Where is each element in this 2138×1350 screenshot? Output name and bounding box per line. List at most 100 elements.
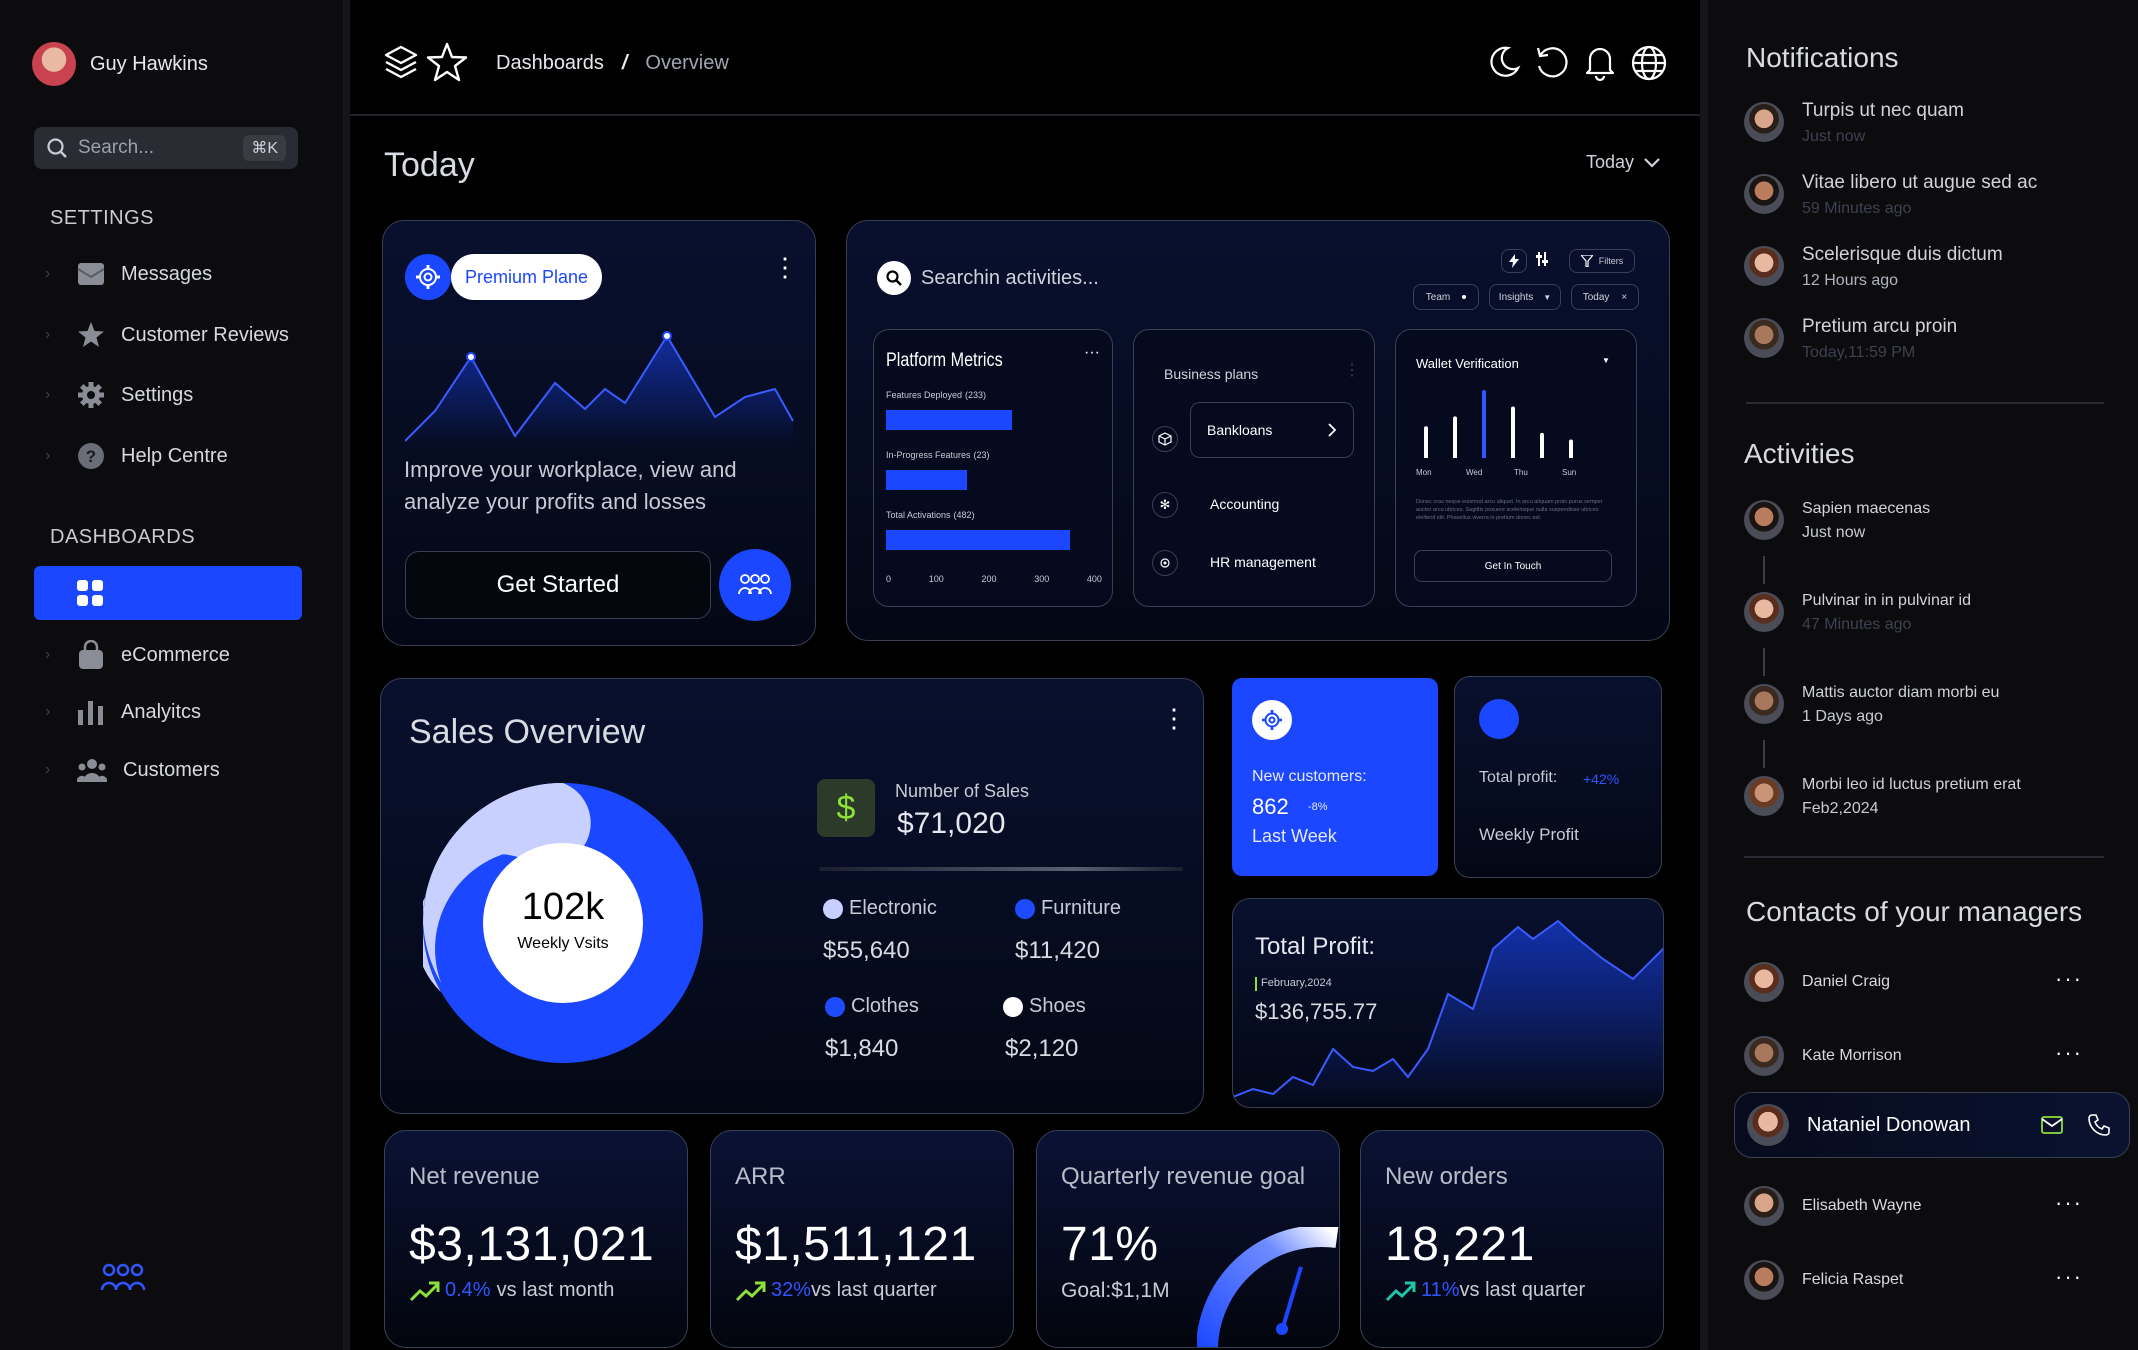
activity-item[interactable]: Sapien maecenas Just now (1744, 500, 1930, 542)
avatar (1744, 1260, 1784, 1300)
team-logo-icon[interactable] (100, 1262, 146, 1294)
team-filter[interactable]: Team (1413, 284, 1479, 310)
get-started-button[interactable]: Get Started (405, 551, 711, 619)
team-button[interactable] (719, 549, 791, 621)
breadcrumb-dashboards[interactable]: Dashboards (496, 52, 604, 74)
activity-item[interactable]: Morbi leo id luctus pretium erat Feb2,202… (1744, 776, 2021, 818)
phone-icon[interactable] (2087, 1113, 2111, 1137)
notification-item[interactable]: Scelerisque duis dictum 12 Hours ago (1744, 244, 2003, 290)
more-vertical-icon[interactable]: ⋮ (772, 252, 798, 282)
filters-button[interactable]: Filters (1569, 249, 1635, 273)
more-horizontal-icon[interactable]: ··· (2055, 966, 2083, 991)
trend-up-icon (409, 1281, 440, 1301)
close-icon[interactable]: × (1621, 291, 1628, 303)
more-horizontal-icon[interactable]: ··· (2055, 1040, 2083, 1065)
more-horizontal-icon[interactable]: ··· (1084, 344, 1100, 361)
contact-item[interactable]: Kate Morrison (1744, 1036, 1902, 1076)
total-profit-card: Total Profit: February,2024 $136,755.77 (1232, 898, 1664, 1108)
kpi-subtitle: 32% vs last quarter (735, 1279, 937, 1302)
contact-name: Felicia Raspet (1802, 1271, 1904, 1288)
kpi-suffix: vs last quarter (1459, 1279, 1586, 1301)
contact-name: Elisabeth Wayne (1802, 1197, 1922, 1214)
more-vertical-icon[interactable]: ⋮ (1161, 703, 1187, 733)
axis-tick: 100 (928, 574, 944, 584)
premium-badge[interactable]: Premium Plane (451, 254, 603, 300)
activities-search-input[interactable]: Searchin activities... (921, 267, 1099, 289)
activity-item[interactable]: Mattis auctor diam morbi eu 1 Days ago (1744, 684, 1999, 726)
sidebar-item-ecommerce[interactable]: › eCommerce (45, 640, 230, 670)
activities-search-button[interactable] (877, 261, 911, 295)
kpi-pct: 0.4% (445, 1279, 491, 1301)
globe-icon[interactable] (1630, 44, 1668, 82)
activity-time: 1 Days ago (1802, 708, 1883, 725)
chevron-down-icon (1644, 157, 1660, 168)
kpi-subtitle: 0.4% vs last month (409, 1279, 614, 1302)
moon-icon[interactable] (1486, 44, 1522, 80)
notification-item[interactable]: Pretium arcu proin Today,11:59 PM (1744, 316, 1957, 362)
user-profile[interactable]: Guy Hawkins (32, 42, 208, 86)
caret-down-icon[interactable]: ▼ (1602, 356, 1610, 365)
contact-item-active[interactable]: Nataniel Donowan (1734, 1092, 2130, 1158)
layers-icon[interactable] (384, 44, 418, 82)
gear-icon[interactable] (1252, 700, 1292, 740)
right-panel-divider (1700, 0, 1708, 1350)
notification-text: Scelerisque duis dictum 12 Hours ago (1802, 244, 2003, 290)
contact-name: Nataniel Donowan (1807, 1113, 1971, 1136)
legend-dot (1003, 996, 1023, 1017)
sidebar-item-messages[interactable]: › Messages (45, 261, 212, 287)
bolt-button[interactable] (1501, 249, 1527, 273)
notification-time: 59 Minutes ago (1802, 200, 1912, 217)
chevron-right-icon: › (45, 265, 51, 282)
contact-item[interactable]: Elisabeth Wayne (1744, 1186, 1921, 1226)
notification-time: Today,11:59 PM (1802, 344, 1916, 361)
new-customers-label: New customers: (1252, 768, 1367, 785)
bankloans-item[interactable]: Bankloans (1190, 402, 1354, 458)
kpi-title: ARR (735, 1163, 786, 1190)
bar-chart-icon (78, 701, 103, 725)
date-filter-value: Today (1586, 152, 1635, 172)
users-icon (77, 759, 107, 782)
search-input[interactable]: Search... (78, 137, 155, 158)
business-plans-title: Business plans (1164, 366, 1259, 382)
history-icon[interactable] (1534, 44, 1570, 80)
new-customers-change: -8% (1308, 801, 1328, 813)
search-box[interactable]: Search... ⌘K (34, 127, 298, 169)
notification-item[interactable]: Turpis ut nec quam Just now (1744, 100, 1964, 146)
insights-filter[interactable]: Insights ▼ (1489, 284, 1561, 310)
user-name: Guy Hawkins (90, 52, 208, 75)
quarterly-goal-card: Quarterly revenue goal 71% Goal:$1,1M (1036, 1130, 1340, 1348)
star-icon[interactable] (426, 42, 468, 82)
sales-overview-card: Sales Overview ⋮ 102k Weekly Vsits $ Num… (380, 678, 1204, 1114)
more-vertical-icon[interactable]: ⋮ (1344, 362, 1360, 379)
sidebar-item-help-centre[interactable]: › ? Help Centre (45, 442, 228, 470)
legend-label: Clothes (851, 995, 919, 1017)
notification-item[interactable]: Vitae libero ut augue sed ac 59 Minutes a… (1744, 172, 2037, 218)
axis-tick: 300 (1034, 574, 1050, 584)
today-filter[interactable]: Today × (1571, 284, 1639, 310)
contact-item[interactable]: Felicia Raspet (1744, 1260, 1903, 1300)
premium-gear-button[interactable] (405, 254, 451, 300)
team-filter-label: Team (1425, 291, 1451, 303)
mail-icon[interactable] (2041, 1116, 2063, 1134)
legend-clothes: Clothes (825, 995, 919, 1018)
get-in-touch-button[interactable]: Get In Touch (1414, 550, 1612, 582)
snowflake-icon: ✻ (1152, 492, 1178, 518)
breadcrumb-overview[interactable]: Overview (645, 52, 729, 74)
today-filter-label: Today (1582, 291, 1610, 303)
sidebar-item-customers[interactable]: › Customers (45, 757, 220, 783)
sidebar-item-settings[interactable]: › Settings (45, 381, 193, 409)
total-profit-chart (1233, 919, 1663, 1107)
sidebar-item-customer-reviews[interactable]: › Customer Reviews (45, 321, 289, 349)
sidebar-item-analytics[interactable]: › Analyitcs (45, 698, 201, 726)
sidebar-item-overview[interactable] (34, 566, 302, 620)
activity-item[interactable]: Pulvinar in in pulvinar id 47 Minutes ago (1744, 592, 1971, 634)
more-horizontal-icon[interactable]: ··· (2055, 1264, 2083, 1289)
more-horizontal-icon[interactable]: ··· (2055, 1190, 2083, 1215)
bell-icon[interactable] (1582, 42, 1618, 82)
contact-item[interactable]: Daniel Craig (1744, 962, 1890, 1002)
adjust-icon[interactable] (1535, 251, 1555, 271)
accounting-item[interactable]: Accounting (1210, 496, 1280, 512)
date-filter-dropdown[interactable]: Today (1586, 152, 1660, 173)
furniture-value: $11,420 (1015, 937, 1100, 964)
hr-management-item[interactable]: HR management (1210, 554, 1316, 570)
